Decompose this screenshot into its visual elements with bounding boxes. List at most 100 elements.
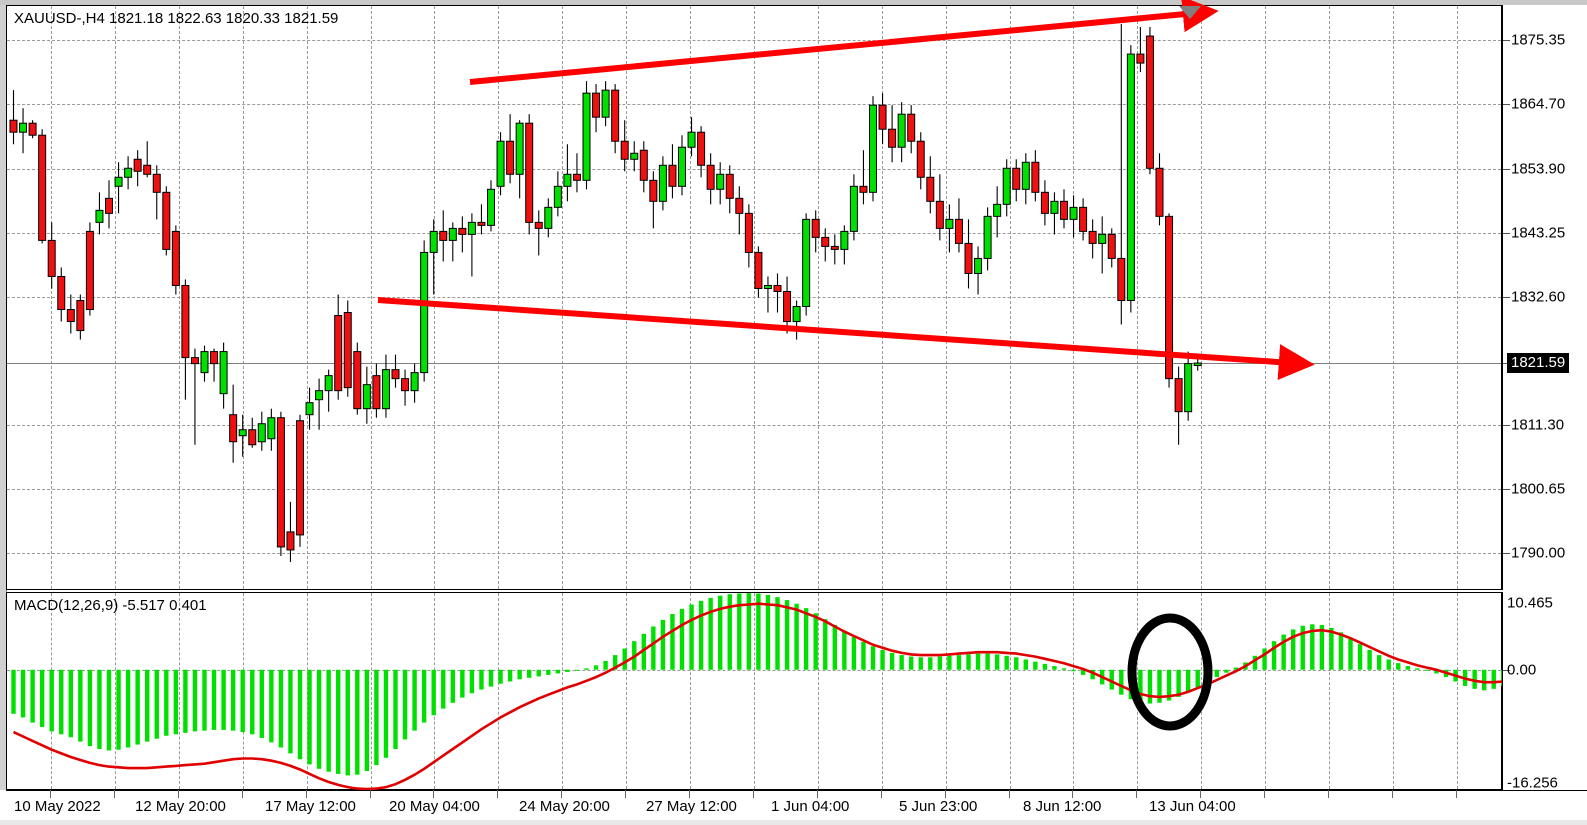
macd-zero-line <box>7 669 1501 671</box>
candle-body-bullish <box>1069 206 1078 220</box>
macd-histogram-bar <box>880 649 885 670</box>
candle-body-bearish <box>1155 167 1164 217</box>
macd-histogram-bar <box>78 669 83 742</box>
macd-histogram-bar <box>383 669 389 758</box>
macd-histogram-bar <box>994 654 1000 670</box>
candle-body-bullish <box>869 104 877 193</box>
time-axis-tick <box>497 790 499 798</box>
candle-body-bearish <box>105 197 113 214</box>
candle-body-bearish <box>964 242 973 274</box>
macd-histogram-bar <box>565 669 570 672</box>
macd-crossover-ellipse[interactable] <box>1127 613 1213 731</box>
macd-histogram-bar <box>1338 632 1344 670</box>
macd-histogram-bar <box>1396 663 1401 670</box>
macd-histogram-bar <box>1195 669 1200 688</box>
candle-body-bearish <box>1079 206 1088 232</box>
candle-body-bullish <box>200 351 209 374</box>
macd-histogram-bar <box>1138 669 1143 703</box>
candle-body-bullish <box>362 384 371 410</box>
time-axis-tick <box>944 790 946 798</box>
candle-body-bearish <box>926 176 935 202</box>
candle-body-bearish <box>611 89 620 142</box>
candle-body-bullish <box>553 185 562 208</box>
macd-histogram-bar <box>966 654 971 670</box>
horizontal-gridline <box>7 103 1501 105</box>
macd-histogram-bar <box>918 657 923 670</box>
macd-histogram-bar <box>823 619 828 670</box>
vertical-gridline <box>690 593 691 789</box>
candle-body-bearish <box>353 351 362 410</box>
macd-histogram-bar <box>1004 655 1009 670</box>
time-axis[interactable]: 10 May 2022 12 May 20:00 17 May 12:00 20 Ma… <box>6 790 1587 820</box>
macd-histogram-bar <box>269 669 274 743</box>
macd-histogram-bar <box>87 669 93 747</box>
macd-histogram-bar <box>259 669 264 738</box>
macd-histogram-bar <box>536 669 541 677</box>
price-plot-area[interactable] <box>7 6 1501 589</box>
upper-trend-arrow[interactable] <box>469 0 1219 85</box>
vertical-gridline <box>1073 593 1075 789</box>
candle-body-bullish <box>515 122 524 175</box>
candle-body-bearish <box>38 134 47 241</box>
macd-histogram-bar <box>288 669 293 754</box>
macd-histogram-bar <box>784 600 790 670</box>
candle-body-bearish <box>1040 191 1049 214</box>
macd-histogram-bar <box>517 669 522 680</box>
lower-trend-arrow[interactable] <box>377 297 1315 381</box>
macd-histogram-bar <box>355 669 360 775</box>
candle-body-bullish <box>993 203 1002 217</box>
macd-histogram-bar <box>584 668 589 670</box>
time-axis-tick <box>305 790 307 798</box>
candle-body-bullish <box>601 89 610 118</box>
macd-plot-area[interactable] <box>7 593 1587 791</box>
macd-histogram-bar <box>899 655 904 670</box>
time-axis-label: 13 Jun 04:00 <box>1149 798 1236 815</box>
vertical-gridline <box>370 593 372 789</box>
macd-histogram-bar <box>1319 625 1325 670</box>
candle-body-bearish <box>477 221 486 226</box>
candle-body-bearish <box>143 164 152 175</box>
vertical-gridline <box>753 593 755 789</box>
candle-body-bearish <box>343 312 352 389</box>
price-chart-pane[interactable]: XAUUSD-,H4 1821.18 1822.63 1820.33 1821.… <box>6 5 1502 590</box>
time-axis-tick <box>1455 790 1457 798</box>
candle-body-bearish <box>534 221 543 229</box>
macd-histogram-bar <box>1090 669 1095 680</box>
time-axis-label: 10 May 2022 <box>14 798 101 815</box>
macd-histogram-bar <box>183 669 188 733</box>
price-axis-tick <box>1503 39 1510 41</box>
macd-histogram-bar <box>154 669 159 739</box>
candle-body-bearish <box>210 351 219 365</box>
price-axis[interactable]: 1875.35 1864.70 1853.90 1843.25 1832.60 1821.… <box>1502 5 1587 590</box>
candle-body-bearish <box>391 369 400 380</box>
top-marker-triangle[interactable] <box>1179 6 1201 19</box>
candle-body-bearish <box>458 227 467 235</box>
price-axis-label: 1800.65 <box>1511 480 1566 498</box>
macd-histogram-bar <box>1042 663 1048 670</box>
candle-body-bullish <box>544 206 553 229</box>
candle-body-bullish <box>1002 167 1011 205</box>
candle-body-bullish <box>1098 233 1107 244</box>
macd-indicator-pane[interactable]: MACD(12,26,9) -5.517 0.401 <box>6 592 1587 791</box>
candle-body-bearish <box>9 119 18 133</box>
macd-histogram-bar <box>1348 638 1353 670</box>
price-axis-label: 1811.30 <box>1511 416 1565 434</box>
candle-body-bearish <box>248 429 257 446</box>
macd-histogram-bar <box>1405 666 1410 670</box>
candle-body-bullish <box>658 164 667 202</box>
candle-body-bullish <box>849 185 858 232</box>
macd-histogram-bar <box>1147 669 1153 704</box>
macd-axis[interactable]: 10.465 0.00 -16.256 <box>1502 592 1587 792</box>
macd-histogram-bar <box>450 669 455 703</box>
macd-histogram-bar <box>1224 669 1229 673</box>
candle-body-bearish <box>190 357 199 365</box>
candle-body-bullish <box>487 188 495 226</box>
macd-histogram-bar <box>937 656 943 670</box>
macd-header-label: MACD(12,26,9) -5.517 0.401 <box>14 597 207 614</box>
macd-histogram-bar <box>813 613 818 670</box>
window-top-band <box>0 0 1587 5</box>
candle-body-bullish <box>19 122 28 133</box>
macd-histogram-bar <box>1052 666 1057 670</box>
candle-body-bearish <box>1136 53 1145 64</box>
